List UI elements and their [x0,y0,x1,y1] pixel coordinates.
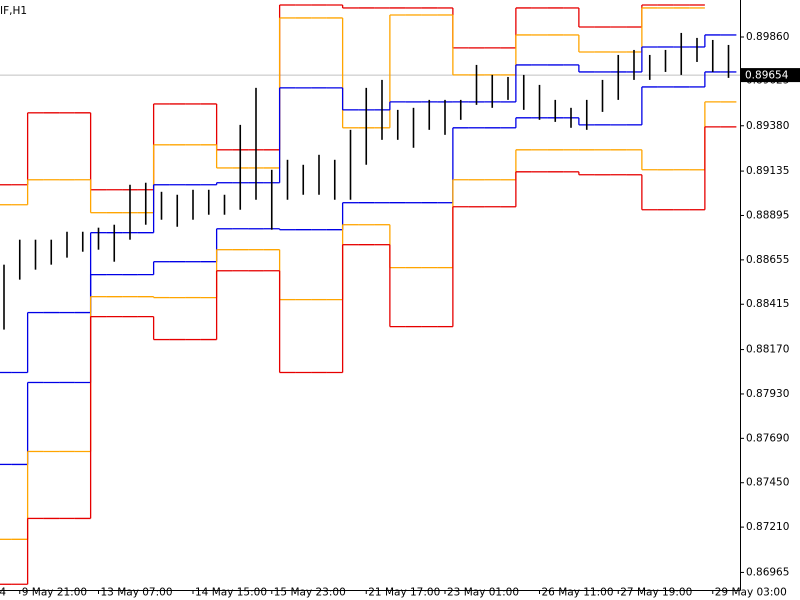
y-tick-label: 0.89135 [746,165,789,177]
chart-title: IF,H1 [0,5,27,17]
y-tick-label: 0.87450 [746,477,789,489]
y-tick-label: 0.89380 [746,120,789,132]
current-price-box [741,68,800,83]
x-tick-label: 4 [0,587,6,599]
x-tick-label: 21 May 17:00 [368,587,440,599]
x-tick-label: 29 May 03:00 [715,587,787,599]
y-tick-label: 0.88415 [746,298,789,310]
x-tick-label: 27 May 19:00 [620,587,692,599]
x-tick-label: 9 May 21:00 [22,587,87,599]
x-tick-label: 23 May 01:00 [447,587,519,599]
y-tick-label: 0.88170 [746,344,789,356]
x-tick-label: 14 May 15:00 [195,587,267,599]
y-tick-label: 0.86965 [746,566,789,578]
plot-area [0,4,740,585]
y-tick-label: 0.87930 [746,388,789,400]
y-tick-label: 0.89860 [746,31,789,43]
x-tick-label: 15 May 23:00 [274,587,346,599]
x-tick-label: 26 May 11:00 [542,587,614,599]
y-tick-label: 0.87690 [746,432,789,444]
x-tick-label: 13 May 07:00 [101,587,173,599]
y-tick-label: 0.88655 [746,254,789,266]
current-price-label: 0.89654 [745,70,789,82]
y-tick-label: 0.87210 [746,521,789,533]
y-tick-label: 0.88895 [746,209,789,221]
